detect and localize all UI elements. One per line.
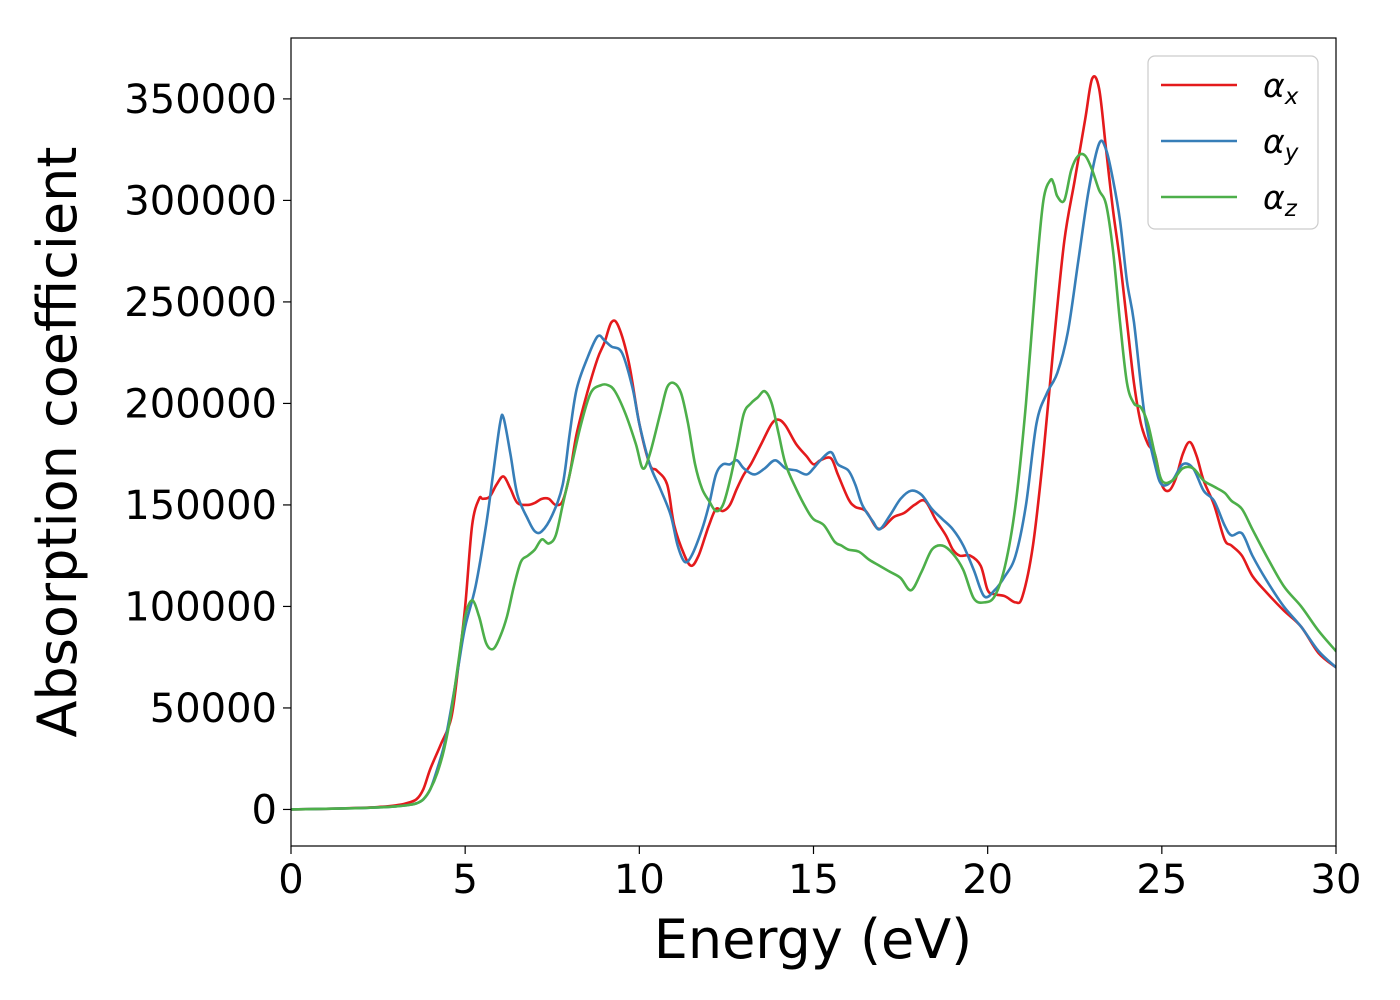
series-line-x	[291, 75, 1336, 811]
x-tick-label: 25	[1136, 857, 1187, 903]
x-tick-label: 10	[614, 857, 665, 903]
x-tick-label: 0	[278, 857, 303, 903]
x-tick-label: 30	[1311, 857, 1362, 903]
x-tick-label: 20	[962, 857, 1013, 903]
y-tick-label: 250000	[124, 280, 277, 326]
x-tick-label: 5	[452, 857, 477, 903]
legend-label-z: αz	[1263, 178, 1298, 222]
series-line-y	[291, 139, 1336, 811]
y-axis-ticks: 0 50000 100000 150000 200000 250000 300000 3500…	[124, 77, 291, 833]
x-axis-ticks: 0 5 10 15 20 25 30	[278, 846, 1361, 903]
legend-label-y: αy	[1263, 122, 1299, 166]
legend: αx αy αz	[1147, 55, 1319, 230]
series-layer	[291, 75, 1336, 811]
y-tick-label: 200000	[124, 381, 277, 427]
y-tick-label: 350000	[124, 77, 277, 123]
y-tick-label: 300000	[124, 178, 277, 224]
y-tick-label: 150000	[124, 483, 277, 529]
x-tick-label: 15	[788, 857, 839, 903]
y-tick-label: 50000	[150, 686, 277, 732]
y-axis-label: Absorption coefficient	[26, 147, 89, 738]
y-tick-label: 100000	[124, 584, 277, 630]
legend-label-x: αx	[1263, 66, 1299, 110]
legend-box	[1147, 55, 1319, 230]
series-line-z	[291, 152, 1336, 811]
y-tick-label: 0	[252, 787, 277, 833]
x-axis-label: Energy (eV)	[654, 908, 973, 971]
